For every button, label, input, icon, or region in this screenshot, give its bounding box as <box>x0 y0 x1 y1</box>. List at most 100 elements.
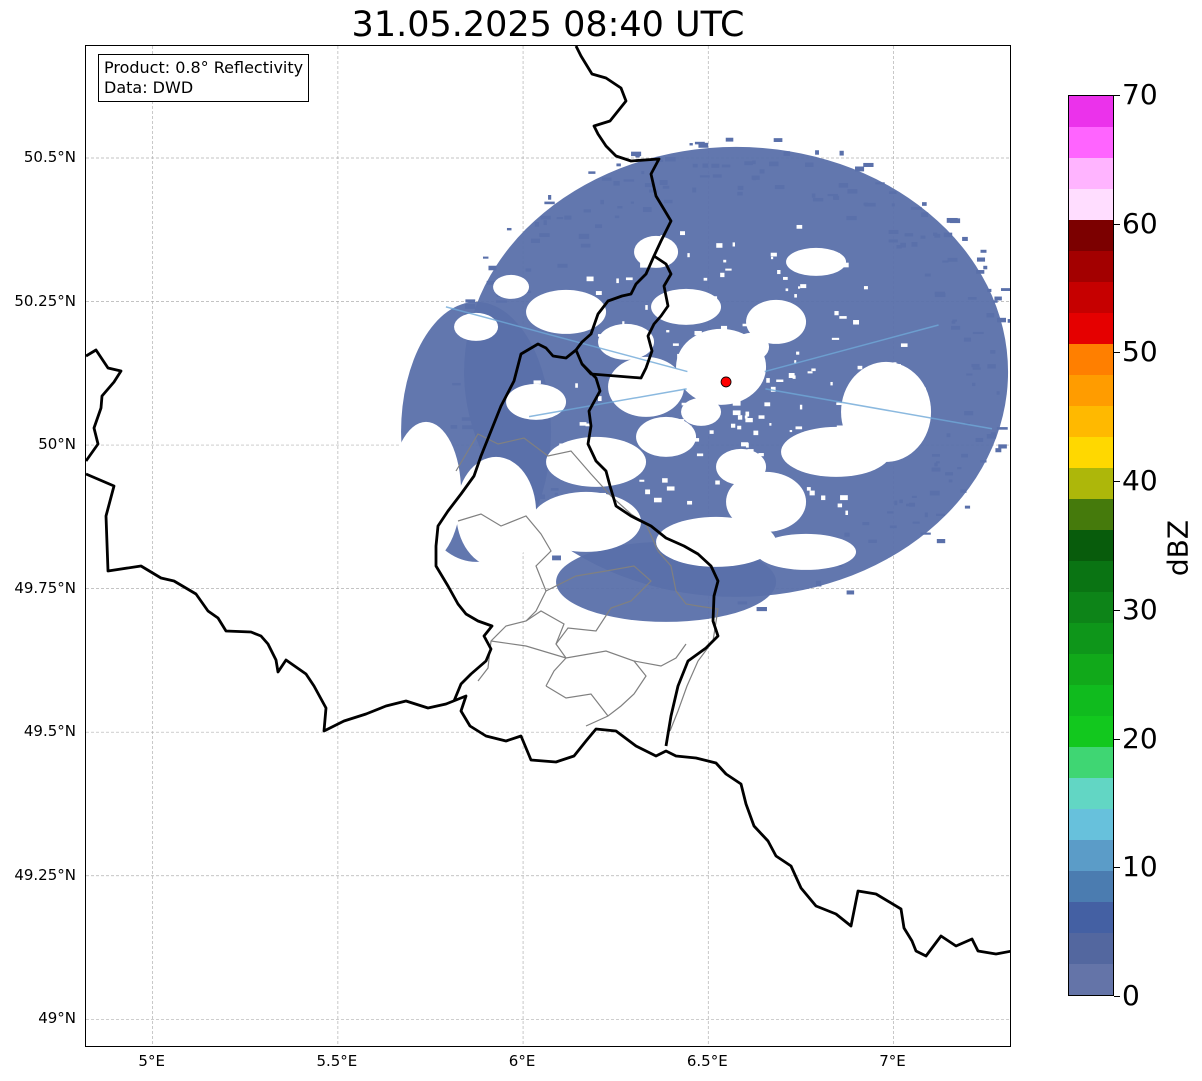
radar-echo-speckle <box>534 222 540 227</box>
radar-echo-gap-speckle <box>733 379 737 385</box>
colorbar-segment <box>1069 158 1113 189</box>
colorbar-label: dBZ <box>1161 519 1195 577</box>
radar-echo-speckle <box>617 206 623 209</box>
radar-echo-speckle <box>933 232 938 236</box>
radar-echo-speckle <box>516 433 525 438</box>
colorbar-segment <box>1069 189 1113 220</box>
radar-echo-gap-speckle <box>677 353 685 359</box>
radar-echo-speckle <box>614 215 620 219</box>
radar-echo-gap-speckle <box>761 542 769 547</box>
radar-echo-gap-speckle <box>770 386 776 392</box>
radar-echo-gap-speckle <box>737 425 742 430</box>
radar-echo-speckle <box>737 191 743 196</box>
colorbar-tick-mark <box>1114 996 1120 997</box>
radar-echo-gap-speckle <box>840 495 848 501</box>
radar-echo-gap-speckle <box>597 396 602 402</box>
radar-echo-speckle <box>698 142 709 148</box>
radar-echo-speckle <box>844 532 850 537</box>
radar-echo-speckle <box>737 185 744 190</box>
radar-echo-gap-speckle <box>714 382 718 386</box>
radar-echo-gap <box>506 383 567 420</box>
radar-map[interactable] <box>85 45 1011 1047</box>
radar-echo-gap-speckle <box>712 336 717 341</box>
radar-echo-speckle <box>1010 424 1011 427</box>
radar-echo-speckle <box>887 511 894 514</box>
radar-echo-gap-speckle <box>666 486 675 491</box>
radar-echo-speckle <box>501 421 507 427</box>
lon-tick-label: 7°E <box>879 1052 906 1070</box>
radar-echo-gap-speckle <box>813 434 819 440</box>
radar-echo-speckle <box>450 425 458 429</box>
region-borders <box>455 433 719 732</box>
radar-echo-speckle <box>811 193 816 198</box>
colorbar-tick-mark <box>1114 352 1120 354</box>
radar-echo-gap-speckle <box>744 415 748 419</box>
radar-echo-gap-speckle <box>837 503 843 508</box>
radar-echo-gap <box>716 448 767 485</box>
radar-echo-speckle <box>644 183 655 188</box>
radar-echo-gap-speckle <box>843 400 847 404</box>
radar-echo-speckle <box>554 492 558 496</box>
colorbar-tick-mark <box>1114 481 1120 483</box>
radar-echo-gap-speckle <box>704 331 711 336</box>
radar-echo-gap-speckle <box>662 380 666 384</box>
radar-echo-speckle <box>983 265 988 270</box>
radar-echo-layer <box>391 137 1011 622</box>
radar-echo-gap <box>841 361 932 462</box>
radar-echo-speckle <box>525 268 532 272</box>
radar-echo-speckle <box>967 297 977 300</box>
radar-echo-speckle <box>972 331 984 335</box>
radar-echo-speckle <box>702 163 709 168</box>
radar-echo-speckle <box>496 313 505 317</box>
radar-echo-gap-speckle <box>706 413 713 418</box>
radar-echo-gap-speckle <box>639 479 645 482</box>
radar-echo-speckle <box>600 199 605 205</box>
colorbar-segment <box>1069 964 1113 995</box>
radar-echo-speckle <box>962 236 968 241</box>
radar-echo-speckle <box>972 367 981 370</box>
radar-echo-gap-speckle <box>725 388 732 393</box>
radar-echo-gap-speckle <box>689 425 692 430</box>
colorbar-tick-label: 30 <box>1122 592 1158 626</box>
lat-tick-label: 50°N <box>38 435 76 454</box>
radar-echo-gap <box>726 471 807 532</box>
radar-echo-speckle <box>550 488 559 491</box>
radar-echo-speckle <box>744 564 754 570</box>
radar-echo-gap-speckle <box>836 402 842 406</box>
radar-echo-speckle <box>995 448 1002 453</box>
radar-echo-speckle <box>946 433 951 438</box>
radar-echo-speckle <box>744 161 753 166</box>
radar-echo-speckle <box>526 290 532 294</box>
radar-echo-gap-speckle <box>703 277 708 281</box>
radar-echo-speckle <box>975 437 984 442</box>
radar-echo-speckle <box>976 270 985 274</box>
lon-tick-label: 6°E <box>508 1052 536 1070</box>
radar-echo-gap-speckle <box>662 478 668 483</box>
radar-echo-gap-speckle <box>745 417 753 423</box>
radar-echo-speckle <box>607 554 616 558</box>
radar-echo-gap-speckle <box>541 385 548 391</box>
radar-echo-speckle <box>693 587 701 590</box>
radar-echo-gap-speckle <box>757 312 760 317</box>
radar-echo-speckle <box>963 337 972 342</box>
radar-echo-gap-speckle <box>678 433 686 438</box>
radar-echo-gap-speckle <box>737 467 745 472</box>
radar-echo-speckle <box>578 233 590 239</box>
radar-echo-speckle <box>487 384 492 388</box>
radar-echo-speckle <box>922 202 927 206</box>
radar-echo-speckle <box>911 495 917 498</box>
radar-echo-streak <box>765 388 993 430</box>
radar-echo-gap-speckle <box>693 438 700 442</box>
radar-echo-speckle <box>642 207 652 213</box>
radar-echo-speckle <box>868 539 877 543</box>
radar-echo-speckle <box>694 141 705 145</box>
radar-echo-speckle <box>888 239 898 243</box>
radar-site-marker[interactable] <box>720 376 732 388</box>
radar-echo-gap-speckle <box>874 423 878 427</box>
radar-echo-gap-speckle <box>672 343 679 346</box>
radar-echo-gap-speckle <box>614 346 617 349</box>
radar-echo-gap-speckle <box>893 362 897 368</box>
radar-echo-speckle <box>583 209 592 213</box>
colorbar-segment <box>1069 530 1113 561</box>
radar-echo-speckle <box>462 425 474 430</box>
